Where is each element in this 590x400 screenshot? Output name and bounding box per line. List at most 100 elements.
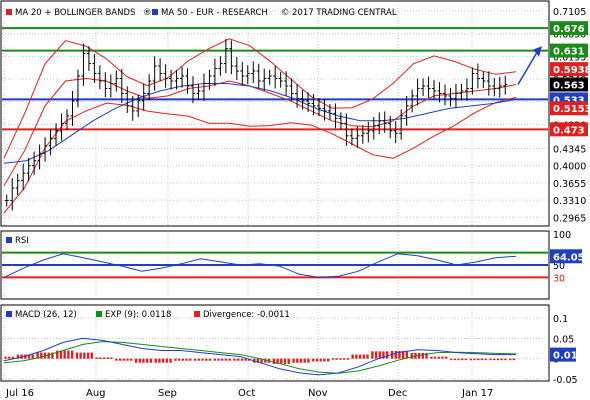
price-panel-frame xyxy=(0,0,550,227)
divergence-bar xyxy=(75,352,79,359)
divergence-bar xyxy=(145,358,149,363)
divergence-bar xyxy=(276,358,279,364)
rsi-badge xyxy=(550,249,582,264)
exp-legend-swatch xyxy=(96,311,102,317)
divergence-bar xyxy=(16,354,20,359)
divergence-bar xyxy=(437,356,441,359)
divergence-bar xyxy=(56,350,59,359)
price-badge-label: 0.473 xyxy=(553,125,585,136)
price-tick-label: 0.3655 xyxy=(553,179,586,190)
divergence-bar xyxy=(323,358,326,362)
divergence-bar xyxy=(205,358,208,361)
divergence-bar xyxy=(240,358,244,361)
divergence-bar xyxy=(394,350,397,359)
copyright-mark: © xyxy=(281,8,290,18)
divergence-bar xyxy=(51,352,54,359)
divergence-bar xyxy=(169,358,172,363)
divergence-bar xyxy=(378,351,381,359)
divergence-bar xyxy=(480,358,484,361)
bollinger-lower-band xyxy=(3,96,517,214)
divergence-bar xyxy=(351,354,354,359)
divergence-bar xyxy=(441,356,444,359)
divergence-bar xyxy=(342,358,346,360)
rsi-legend-label: RSI xyxy=(15,236,29,246)
divergence-bar xyxy=(40,352,43,359)
divergence-bar xyxy=(500,358,503,361)
macd-tick-label: -0.05 xyxy=(553,375,578,386)
divergence-bar xyxy=(469,358,473,361)
divergence-bar xyxy=(134,358,138,363)
rsi-tick-label: 100 xyxy=(553,230,571,241)
divergence-bar xyxy=(355,354,358,359)
divergence-bar xyxy=(158,358,161,363)
divergence-bar xyxy=(315,358,319,362)
price-badge-label: 0.676 xyxy=(553,24,585,35)
price-legend: MA 20 + BOLLINGER BANDS ® MA 50 - EUR - … xyxy=(6,8,397,18)
divergence-bar xyxy=(213,358,217,361)
divergence-bar xyxy=(83,352,86,359)
divergence-bar xyxy=(260,358,263,363)
divergence-bar xyxy=(79,352,82,359)
divergence-bar xyxy=(362,354,365,359)
divergence-bar xyxy=(118,358,122,361)
divergence-bar xyxy=(122,358,125,361)
rsi-panel-frame xyxy=(0,230,550,300)
divergence-bar xyxy=(457,358,460,361)
macd-badge xyxy=(550,347,576,362)
exp-line xyxy=(3,341,517,374)
divergence-bar xyxy=(449,358,453,361)
divergence-bar xyxy=(453,358,457,361)
divergence-bar xyxy=(445,356,448,359)
rsi-legend: RSI xyxy=(6,236,29,246)
month-label: Aug xyxy=(86,388,106,399)
divergence-bar xyxy=(299,358,303,363)
price-badge-label: 0.5938 xyxy=(553,65,590,76)
ma20-legend-swatch xyxy=(6,9,12,15)
divergence-bar xyxy=(292,358,295,363)
divergence-bar xyxy=(197,358,201,361)
divergence-bar xyxy=(473,358,476,361)
macd-panel-frame xyxy=(0,304,550,382)
divergence-bar xyxy=(509,358,512,361)
divergence-bar xyxy=(512,358,516,361)
divergence-bar xyxy=(425,352,428,359)
divergence-legend-swatch xyxy=(194,311,200,317)
divergence-bar xyxy=(228,358,231,361)
divergence-bar xyxy=(504,358,507,361)
divergence-bar xyxy=(154,358,157,363)
month-label: Jul 16 xyxy=(5,388,34,399)
divergence-bar xyxy=(208,358,212,361)
price-badge xyxy=(550,77,588,92)
divergence-bar xyxy=(366,354,369,359)
price-tick-label: 0.7105 xyxy=(553,7,586,18)
divergence-bar xyxy=(99,357,102,359)
divergence-bar xyxy=(4,356,7,359)
divergence-bar xyxy=(115,358,118,361)
exp-legend-label: EXP (9): 0.0118 xyxy=(105,310,171,320)
divergence-bar xyxy=(385,351,389,359)
divergence-bar xyxy=(8,356,11,359)
macd-legend-label: MACD (26, 12) xyxy=(15,310,77,320)
price-badge xyxy=(550,43,588,58)
divergence-bar xyxy=(161,358,165,363)
price-badge-label: 0.5153 xyxy=(553,104,590,115)
rsi-tick-label: 50 xyxy=(553,261,565,272)
macd-tick-label: 0.1 xyxy=(553,314,568,325)
divergence-bar xyxy=(312,358,315,362)
ma20-legend-label: MA 20 + BOLLINGER BANDS xyxy=(15,8,135,18)
divergence-bar xyxy=(410,352,413,359)
divergence-bar xyxy=(417,352,421,359)
macd-layer xyxy=(3,337,517,376)
ma50-legend-swatch xyxy=(152,9,158,15)
price-tick-label: 0.4345 xyxy=(553,145,586,156)
divergence-bar xyxy=(280,358,283,364)
divergence-bar xyxy=(496,358,500,361)
divergence-bar xyxy=(224,358,228,361)
divergence-bar xyxy=(126,358,129,361)
price-badge-label: 0.563 xyxy=(553,80,585,91)
divergence-bar xyxy=(405,350,409,359)
divergence-bar xyxy=(461,358,464,361)
price-badge xyxy=(550,122,588,137)
divergence-bar xyxy=(331,358,335,360)
